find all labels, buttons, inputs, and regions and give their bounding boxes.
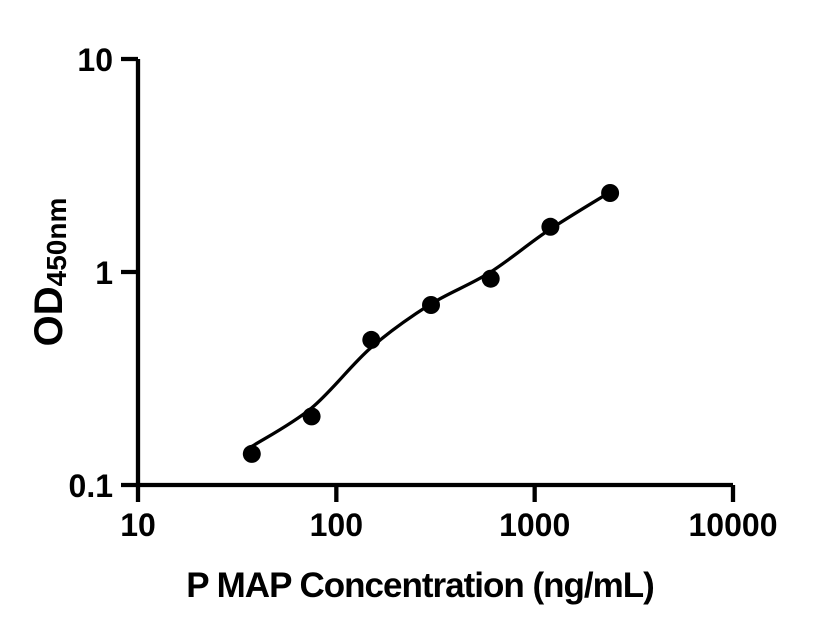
data-point: [362, 330, 381, 349]
data-point: [302, 407, 321, 426]
x-tick-label: 1000: [499, 507, 570, 543]
y-axis-ticks: [121, 56, 138, 488]
data-point: [541, 217, 560, 236]
x-axis-tick-labels: 10 100 1000 10000: [120, 507, 777, 543]
x-tick-label: 10000: [689, 507, 778, 543]
y-axis-tick-labels: 10 1 0.1: [69, 42, 113, 504]
x-tick-label: 100: [310, 507, 363, 543]
y-axis-title: OD450nm: [27, 198, 72, 347]
y-axis-title-main: OD: [27, 286, 71, 346]
y-tick-label: 10: [77, 42, 113, 78]
y-tick-label: 1: [95, 255, 113, 291]
y-axis-title-subscript: 450nm: [41, 198, 72, 287]
data-point: [242, 444, 261, 463]
data-point: [422, 296, 440, 314]
data-point: [601, 184, 620, 202]
data-point-series: [242, 184, 620, 463]
y-tick-label: 0.1: [69, 468, 113, 504]
x-axis-title: P MAP Concentration (ng/mL): [186, 566, 654, 605]
data-point: [481, 269, 500, 288]
x-tick-label: 10: [120, 507, 156, 543]
x-axis-ticks: [135, 485, 736, 502]
